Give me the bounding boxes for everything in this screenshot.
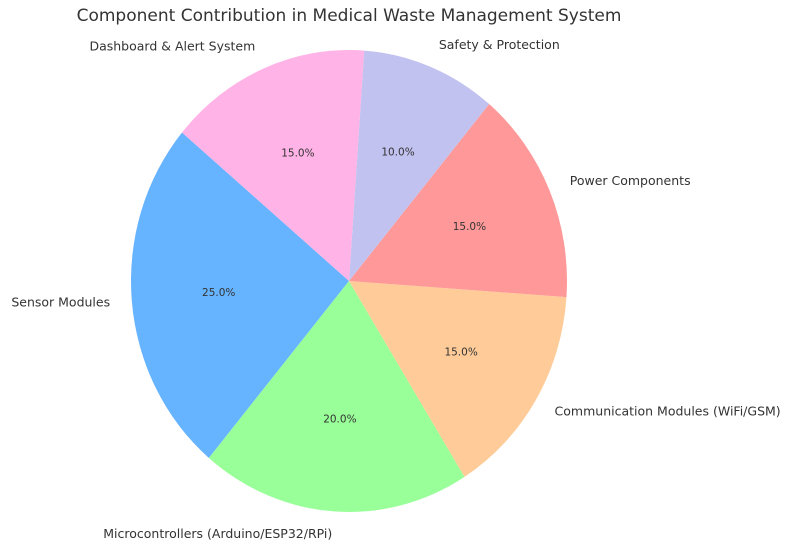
percent-label: 10.0% — [381, 146, 414, 158]
pie-slice — [349, 104, 567, 298]
slice-label: Dashboard & Alert System — [89, 39, 255, 54]
pie-slice — [208, 281, 465, 512]
percent-label: 15.0% — [453, 221, 486, 233]
pie-slice — [130, 132, 349, 458]
percent-label: 20.0% — [323, 413, 356, 425]
pie-slice — [349, 281, 567, 477]
percent-label: 25.0% — [202, 287, 235, 299]
chart-title: Component Contribution in Medical Waste … — [77, 6, 622, 26]
slice-label: Sensor Modules — [11, 295, 110, 310]
percent-label: 15.0% — [281, 147, 314, 159]
percent-label: 15.0% — [444, 346, 477, 358]
slice-label: Power Components — [570, 173, 691, 188]
pie-slice — [349, 50, 490, 281]
slice-label: Communication Modules (WiFi/GSM) — [555, 403, 781, 418]
pie-slice — [182, 50, 365, 281]
slice-label: Safety & Protection — [439, 37, 560, 52]
slice-label: Microcontrollers (Arduino/ESP32/RPi) — [103, 526, 332, 541]
